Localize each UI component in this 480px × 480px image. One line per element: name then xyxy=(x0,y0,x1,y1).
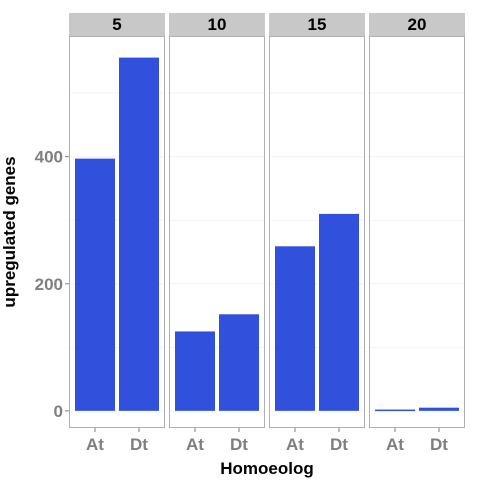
y-tick-label: 400 xyxy=(35,148,63,167)
panel-frame xyxy=(269,36,365,428)
bar-10-at xyxy=(175,331,215,411)
y-tick-label: 0 xyxy=(54,402,63,421)
facet-strip-label: 15 xyxy=(308,15,327,34)
panel-frame xyxy=(169,36,265,428)
bar-5-at xyxy=(75,158,115,411)
facet-strip xyxy=(69,13,165,36)
bar-10-dt xyxy=(219,314,259,411)
panel-frame xyxy=(369,36,465,428)
bar-5-dt xyxy=(119,57,159,411)
facet-strip xyxy=(169,13,265,36)
x-tick-label: Dt xyxy=(430,435,448,454)
facet-strip-label: 20 xyxy=(408,15,427,34)
x-tick-label: At xyxy=(286,435,304,454)
y-axis-title: upregulated genes xyxy=(0,156,19,307)
x-tick-label: At xyxy=(386,435,404,454)
x-axis-title: Homoeolog xyxy=(220,459,314,478)
x-tick-label: Dt xyxy=(230,435,248,454)
x-tick-label: At xyxy=(186,435,204,454)
bar-20-dt xyxy=(419,407,459,411)
bar-15-at xyxy=(275,246,315,411)
bar-20-at xyxy=(375,409,415,412)
label-layer: 0 200 400 5 At Dt 10 At Dt 15 At Dt 20 At Dt xyxy=(35,15,449,454)
facet-strip-label: 5 xyxy=(112,15,121,34)
facet-strip-label: 10 xyxy=(208,15,227,34)
facet-strip xyxy=(369,13,465,36)
panel-frame xyxy=(69,36,165,428)
facet-strip xyxy=(269,13,365,36)
bars-layer xyxy=(75,57,459,412)
x-tick-label: Dt xyxy=(330,435,348,454)
x-tick-label: Dt xyxy=(130,435,148,454)
x-tick-label: At xyxy=(86,435,104,454)
bar-15-dt xyxy=(319,213,359,411)
y-tick-label: 200 xyxy=(35,275,63,294)
frame-layer xyxy=(65,13,465,432)
